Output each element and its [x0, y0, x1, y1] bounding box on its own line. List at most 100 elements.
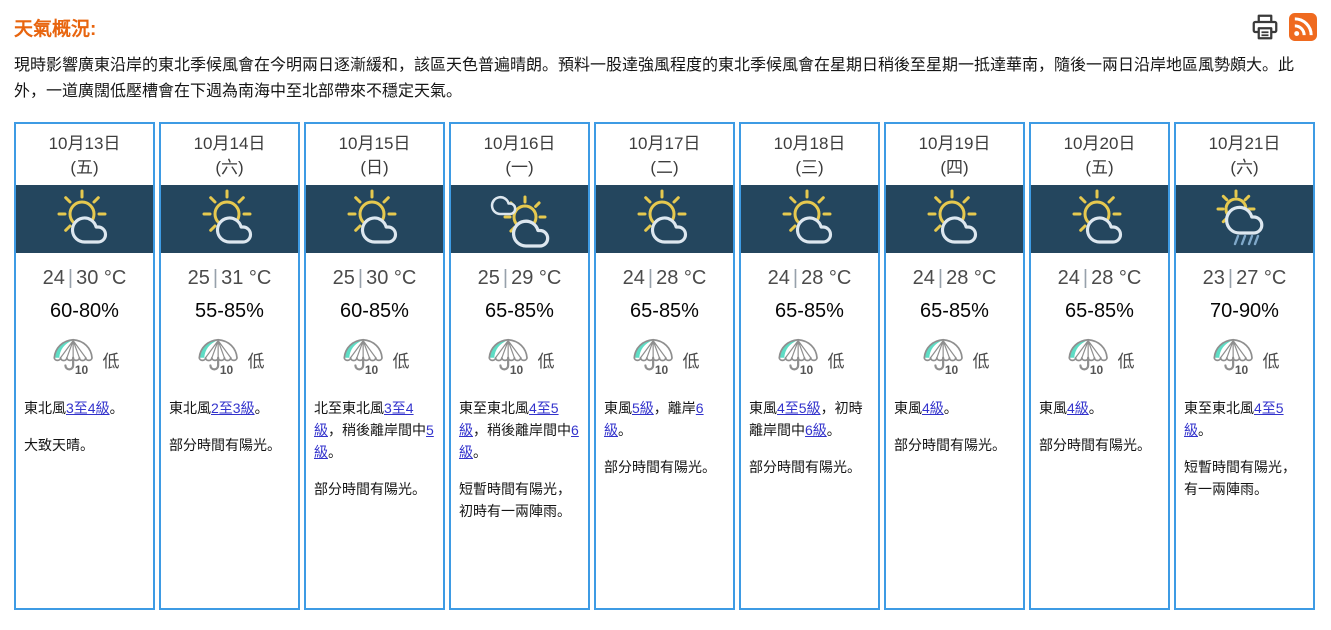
sun-cloud-icon — [637, 189, 687, 244]
humidity-range: 60-80% — [50, 300, 119, 323]
weather-description: 短暫時間有陽光，初時有一兩陣雨。 — [459, 480, 571, 519]
temperature-high: 28 °C — [946, 267, 997, 290]
rain-probability-label: 低 — [392, 351, 410, 371]
humidity-range: 70-90% — [1210, 300, 1279, 323]
humidity-range: 65-85% — [485, 300, 554, 323]
svg-text:10: 10 — [509, 363, 523, 377]
forecast-date: 10月14日 (六) — [161, 124, 298, 185]
weather-icon-band — [16, 185, 153, 254]
weather-icon-band — [306, 185, 443, 254]
rss-icon[interactable] — [1289, 13, 1317, 46]
wind-forecast: 東風5級，離岸6級。 — [604, 400, 704, 439]
temperature-separator: | — [357, 267, 364, 290]
rain-probability-umbrella-icon: 10 — [1065, 336, 1113, 382]
wind-force-link[interactable]: 4級 — [1067, 400, 1089, 417]
rain-probability-label: 低 — [682, 351, 700, 371]
weather-icon-band — [1031, 185, 1168, 254]
svg-text:10: 10 — [944, 363, 958, 377]
humidity-range: 60-85% — [340, 300, 409, 323]
rain-probability: 10 低 — [741, 336, 878, 382]
forecast-date: 10月20日 (五) — [1031, 124, 1168, 185]
weather-description: 大致天晴。 — [24, 437, 94, 454]
svg-text:10: 10 — [74, 363, 88, 377]
forecast-day-card: 10月15日 (日) 25 | 30 °C 60-85% 10 低北至東北風3至4級，稍後… — [304, 122, 445, 611]
weather-icon-band — [1176, 185, 1313, 254]
weather-description: 短暫時間有陽光，有一兩陣雨。 — [1184, 459, 1296, 497]
temperature-low: 25 — [477, 267, 500, 290]
humidity-range: 65-85% — [1065, 300, 1134, 323]
temperature-high: 28 °C — [801, 267, 852, 290]
temperature-high: 27 °C — [1236, 267, 1287, 290]
forecast-day-card: 10月13日 (五) 24 | 30 °C 60-80% 10 低東北風3至4級。 大致天晴… — [14, 122, 155, 611]
rain-probability-umbrella-icon: 10 — [775, 336, 823, 382]
temperature-range: 24 | 28 °C — [886, 267, 1023, 290]
sun-cloud-icon — [927, 189, 977, 244]
temperature-separator: | — [212, 267, 219, 290]
forecast-day-card: 10月20日 (五) 24 | 28 °C 65-85% 10 低東風4級。 部分時間有陽光… — [1029, 122, 1170, 611]
sun-cloud-icon — [202, 189, 252, 244]
printer-icon[interactable] — [1250, 12, 1280, 47]
forecast-weekday-line: (五) — [1085, 158, 1114, 178]
wind-force-link[interactable]: 5級 — [314, 422, 434, 461]
wind-force-link[interactable]: 4級 — [922, 400, 944, 417]
temperature-high: 29 °C — [511, 267, 562, 290]
rain-probability: 10 低 — [886, 336, 1023, 382]
humidity-range: 65-85% — [920, 300, 989, 323]
forecast-weekday-line: (六) — [215, 158, 244, 178]
forecast-date-line: 10月13日 — [48, 134, 121, 154]
forecast-date-line: 10月20日 — [1063, 134, 1136, 154]
temperature-range: 25 | 30 °C — [306, 267, 443, 290]
humidity-range: 65-85% — [775, 300, 844, 323]
temperature-low: 24 — [912, 267, 935, 290]
temperature-high: 28 °C — [656, 267, 707, 290]
rain-probability-label: 低 — [247, 351, 265, 371]
forecast-date-line: 10月16日 — [483, 134, 556, 154]
weather-icon-band — [161, 185, 298, 254]
wind-force-link[interactable]: 6級 — [459, 422, 579, 461]
wind-force-link[interactable]: 6級 — [604, 400, 704, 439]
sun-cloud-icon — [782, 189, 832, 244]
wind-forecast: 北至東北風3至4級，稍後離岸間中5級。 — [314, 400, 434, 461]
rain-probability-umbrella-icon: 10 — [340, 336, 388, 382]
wind-force-link[interactable]: 4至5級 — [459, 400, 559, 439]
forecast-day-card: 10月18日 (三) 24 | 28 °C 65-85% 10 低東風4至5級，初時離岸間… — [739, 122, 880, 611]
forecast-date-line: 10月18日 — [773, 134, 846, 154]
temperature-high: 28 °C — [1091, 267, 1142, 290]
svg-text:10: 10 — [799, 363, 813, 377]
cloud-sun-cloud-icon — [490, 195, 549, 249]
wind-force-link[interactable]: 6級 — [805, 422, 827, 439]
temperature-high: 30 °C — [366, 267, 417, 290]
wind-force-link[interactable]: 5級 — [632, 400, 654, 417]
forecast-date-line: 10月14日 — [193, 134, 266, 154]
wind-force-link[interactable]: 4至5級 — [777, 400, 821, 417]
forecast-date: 10月15日 (日) — [306, 124, 443, 185]
rain-probability-umbrella-icon: 10 — [195, 336, 243, 382]
rain-probability-umbrella-icon: 10 — [920, 336, 968, 382]
temperature-range: 24 | 28 °C — [1031, 267, 1168, 290]
temperature-range: 25 | 31 °C — [161, 267, 298, 290]
weather-icon-band — [451, 185, 588, 254]
rain-probability-label: 低 — [1262, 351, 1280, 371]
forecast-date-line: 10月19日 — [918, 134, 991, 154]
forecast-date-line: 10月17日 — [628, 134, 701, 154]
forecast-date-line: 10月21日 — [1208, 134, 1281, 154]
rain-probability-label: 低 — [972, 351, 990, 371]
wind-force-link[interactable]: 3至4級 — [66, 400, 110, 417]
forecast-weekday-line: (日) — [360, 158, 389, 178]
forecast-day-card: 10月19日 (四) 24 | 28 °C 65-85% 10 低東風4級。 部分時間有陽光… — [884, 122, 1025, 611]
temperature-range: 24 | 28 °C — [741, 267, 878, 290]
wind-force-link[interactable]: 2至3級 — [211, 400, 255, 417]
sun-cloud-icon — [57, 189, 107, 244]
forecast-date: 10月13日 (五) — [16, 124, 153, 185]
forecast-weekday-line: (五) — [70, 158, 99, 178]
temperature-low: 25 — [187, 267, 210, 290]
weather-description: 部分時間有陽光。 — [1039, 437, 1151, 454]
temperature-separator: | — [792, 267, 799, 290]
sun-cloud-icon — [1072, 189, 1122, 244]
wind-force-link[interactable]: 4至5級 — [1184, 400, 1284, 439]
forecast-date: 10月17日 (二) — [596, 124, 733, 185]
wind-force-link[interactable]: 3至4級 — [314, 400, 414, 439]
forecast-day-card: 10月21日 (六) 23 | 27 °C 70-90% 10 低東至東北風4至5級。短… — [1174, 122, 1315, 611]
header-icons — [1250, 12, 1317, 47]
forecast-weekday-line: (三) — [795, 158, 824, 178]
